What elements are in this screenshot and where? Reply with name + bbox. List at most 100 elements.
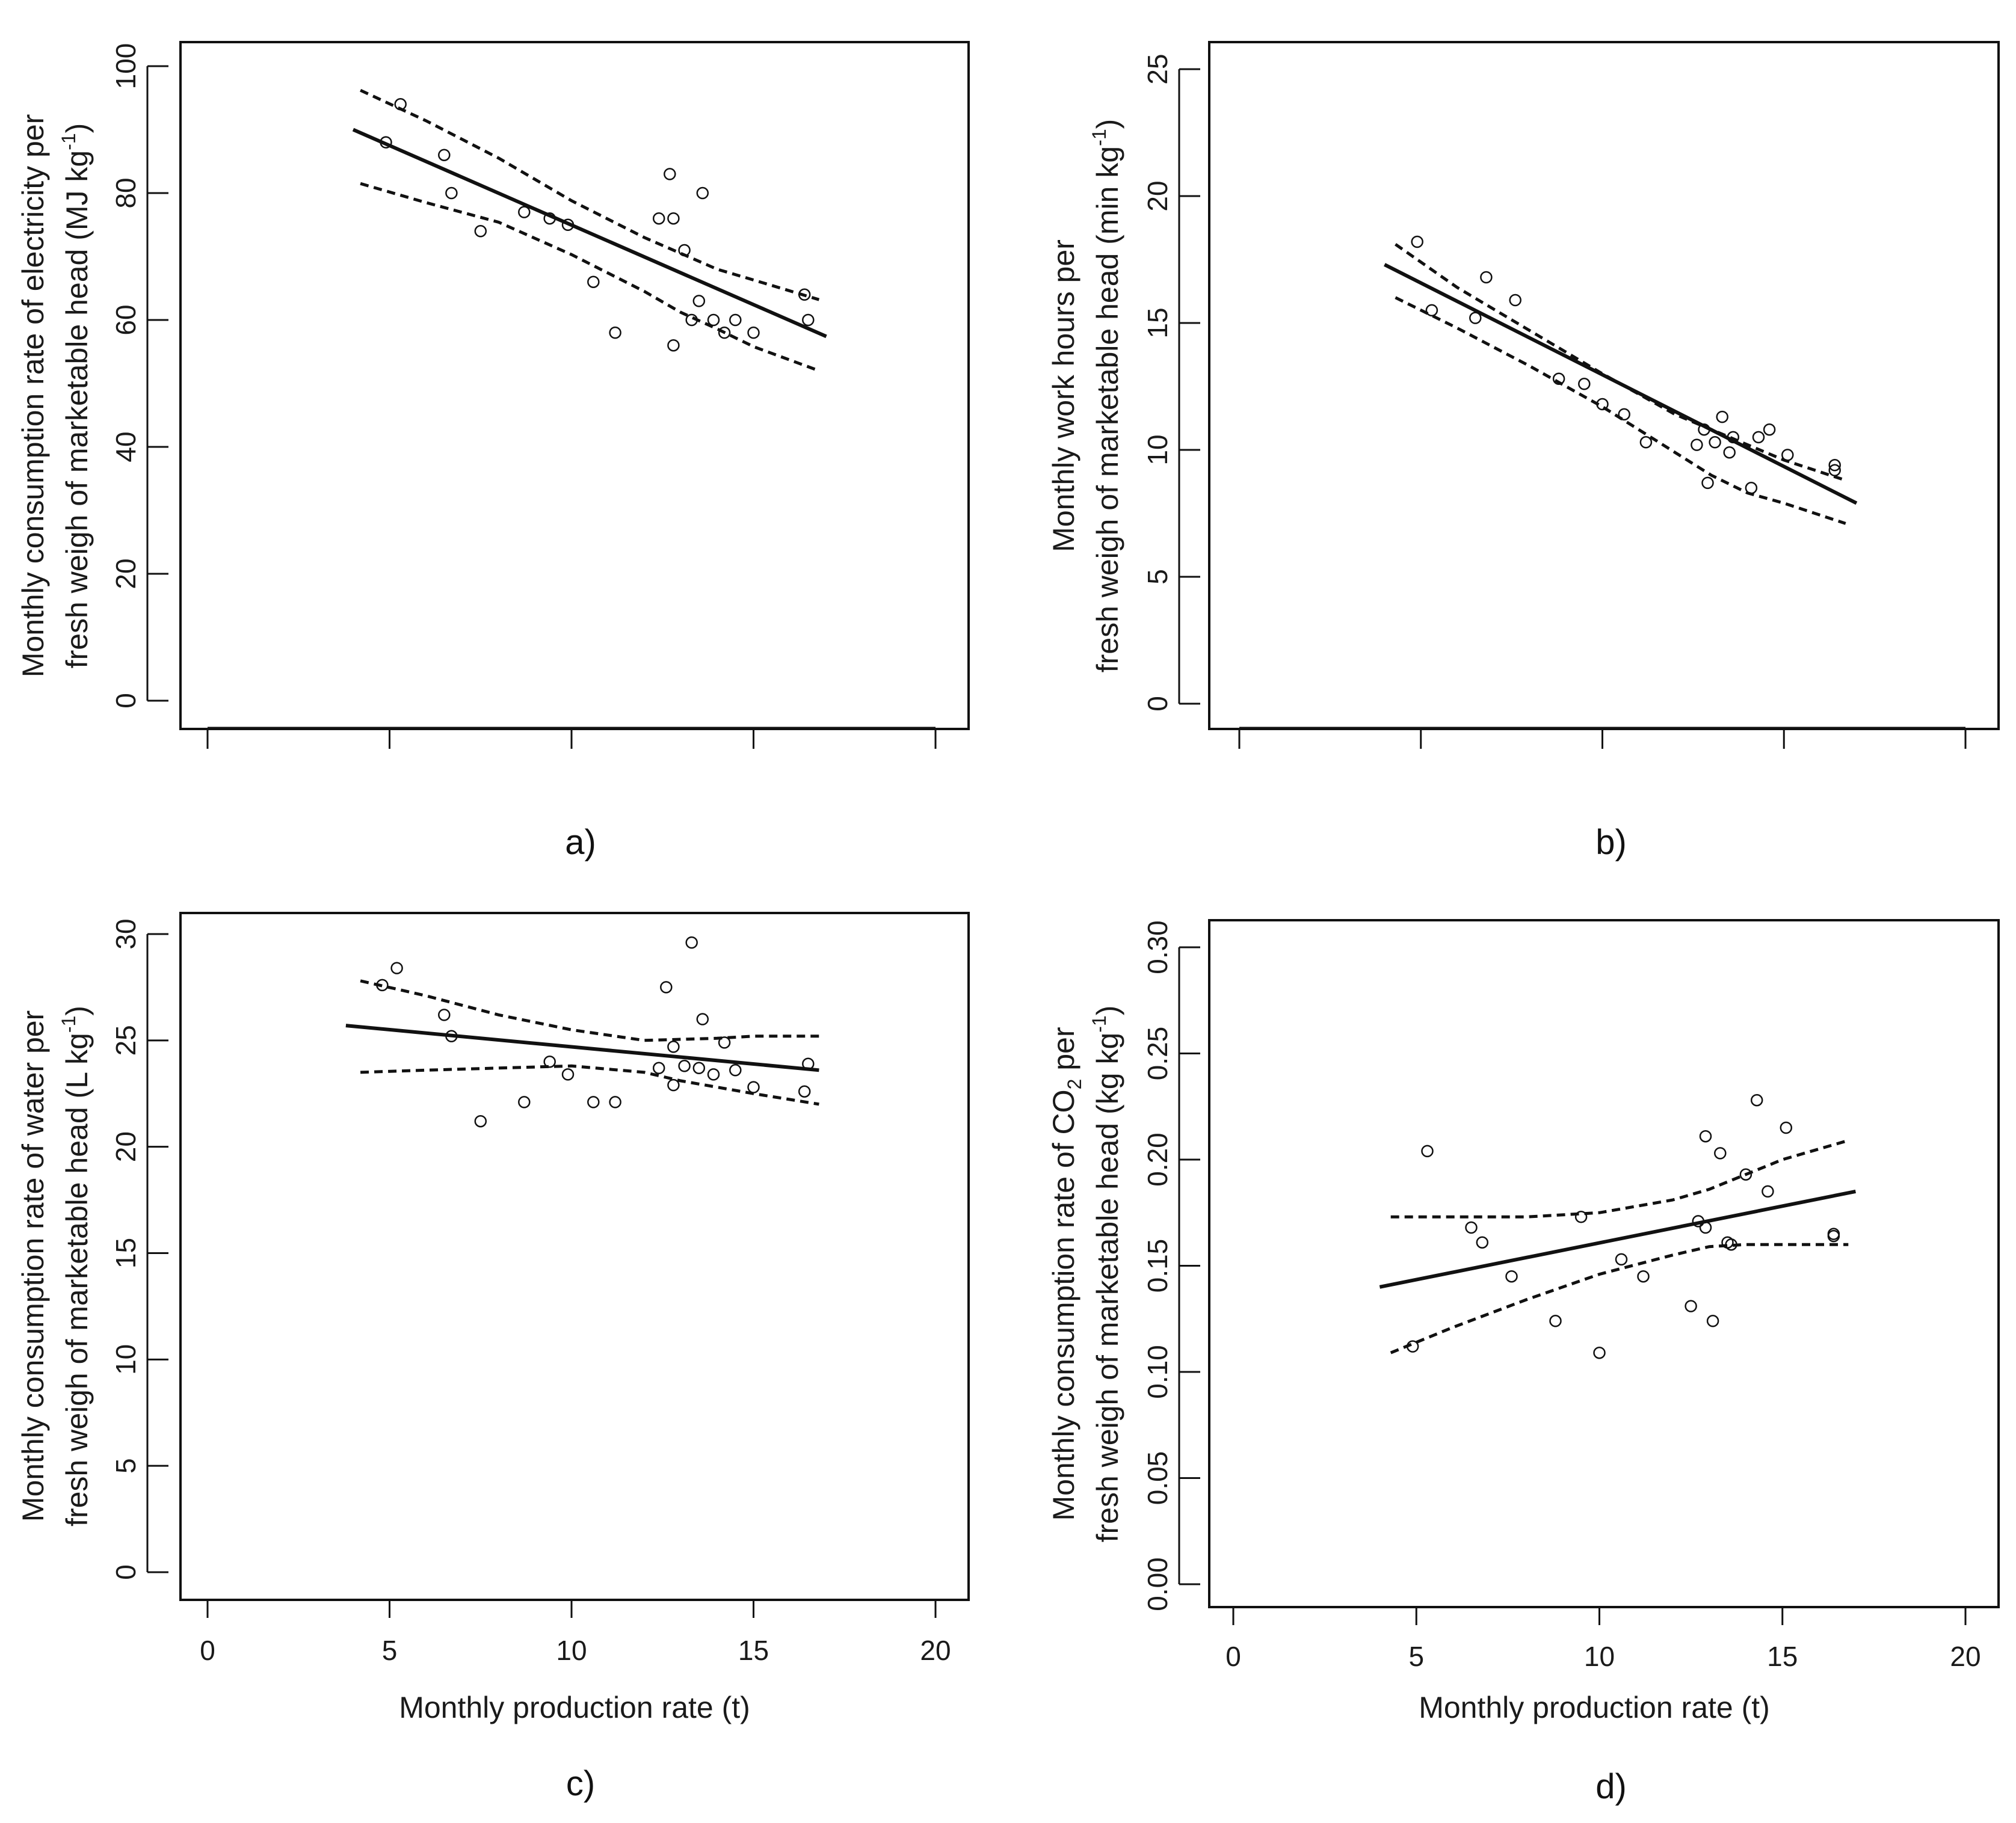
panel-d-upper-confidence-band [1390, 1139, 1849, 1219]
panel-b-data-point [1752, 431, 1765, 444]
panel-c-data-point [692, 1062, 706, 1075]
panel-a-data-point [685, 313, 698, 327]
panel-d-frame [1208, 919, 2000, 1608]
panel-c-plot: 0 5 10 15 20 0 5 10 15 20 25 30 [110, 918, 951, 1666]
panel-a-y-tick-label: 0 [110, 693, 141, 709]
panel-c-data-point [718, 1036, 731, 1049]
panel-c-data-point [561, 1068, 575, 1081]
panel-b-ylabel-close: ) [1091, 119, 1124, 129]
panel-d-x-tick-label: 15 [1767, 1641, 1798, 1672]
panel-c-y-tick-label: 30 [110, 918, 141, 949]
panel-d-ylabel-line1: Monthly consumption rate of CO2 per [1047, 1027, 1085, 1521]
panel-b-data-point [1709, 436, 1721, 449]
panel-d-x-tick-label: 10 [1584, 1641, 1615, 1672]
panel-d-data-point [1706, 1315, 1719, 1327]
panel-d-data-point [1476, 1236, 1489, 1249]
panel-c-upper-confidence-band [360, 979, 819, 1042]
panel-b-data-point [1509, 294, 1521, 307]
panel-b-regression-line [1384, 263, 1858, 505]
panel-a-y-tick-label: 60 [110, 304, 141, 335]
panel-a-data-point [609, 326, 621, 339]
panel-b-data-point [1828, 464, 1841, 477]
panel-b-y-tick-label: 10 [1142, 434, 1173, 465]
panel-d-data-point [1615, 1253, 1628, 1266]
panel-d-ylabel-sub: 2 [1064, 1079, 1085, 1090]
panel-a-ylabel-line2: fresh weigh of marketable head (MJ kg-1) [58, 123, 94, 669]
panel-d: 0 5 10 15 20 0.00 0.05 0.10 0.15 0.20 0.25 0.30 Mon… [1047, 919, 2000, 1806]
panel-a: 0 20 40 60 80 100 Monthly consumption rate of… [16, 41, 970, 862]
panel-d-data-point [1714, 1147, 1727, 1160]
panel-c-ylabel-line1: Monthly consumption rate of water per [16, 1010, 50, 1522]
panel-d-y-tick-label: 0.10 [1142, 1345, 1173, 1399]
panel-b-ylabel-sup: -1 [1088, 129, 1110, 146]
panel-c-data-point [667, 1041, 680, 1053]
panel-a-data-point [652, 212, 665, 225]
panel-b-lower-confidence-band [1395, 296, 1846, 525]
panel-d-xlabel: Monthly production rate (t) [1419, 1691, 1770, 1724]
panel-d-data-point [1685, 1300, 1697, 1312]
panel-b-data-point [1763, 423, 1776, 436]
panel-c-data-point [445, 1030, 458, 1043]
panel-c-data-point [802, 1057, 815, 1070]
panel-d-data-point [1699, 1130, 1712, 1143]
panel-d-data-point [1699, 1221, 1712, 1234]
panel-b-data-point [1781, 449, 1794, 461]
panel-b-data-point [1698, 423, 1710, 436]
panel-c-x-tick-label: 10 [556, 1635, 587, 1666]
panel-d-data-point [1593, 1346, 1606, 1359]
panel-b-upper-confidence-band [1395, 243, 1846, 482]
panel-a-data-point [380, 136, 392, 149]
panel-d-ylabel-sup: -1 [1088, 1015, 1110, 1032]
panel-a-y-tick-label: 40 [110, 431, 141, 462]
panel-c-data-point [660, 981, 673, 994]
panel-a-data-point [802, 313, 815, 327]
panel-b: 0 5 10 15 20 25 Monthly work hours per fresh … [1047, 41, 2000, 862]
panel-c-regression-line [345, 1024, 819, 1072]
panel-a-data-point [664, 168, 676, 180]
panel-c-y-tick-label: 25 [110, 1025, 141, 1056]
panel-d-data-point [1465, 1221, 1478, 1234]
panel-d-x-tick-label: 5 [1408, 1641, 1424, 1672]
panel-c-data-point [685, 936, 698, 949]
panel-c-data-point [438, 1009, 451, 1021]
panel-c-ylabel-close: ) [60, 1006, 94, 1016]
panel-d-x-tick-label: 20 [1950, 1641, 1981, 1672]
panel-b-y-tick-label: 25 [1142, 54, 1173, 84]
panel-d-data-point [1421, 1145, 1434, 1158]
panel-d-data-point [1725, 1238, 1737, 1251]
panel-a-data-point [747, 326, 760, 339]
panel-c-ylabel-sup: -1 [58, 1016, 79, 1033]
panel-a-ylabel-close: ) [60, 123, 94, 134]
panel-b-data-point [1701, 476, 1714, 490]
panel-b-ylabel-text: fresh weigh of marketable head (min kg [1091, 146, 1124, 672]
panel-d-data-point [1692, 1215, 1705, 1228]
panel-c-data-point [376, 979, 389, 992]
panel-b-data-point [1552, 372, 1565, 386]
panel-a-data-point [696, 186, 709, 200]
panel-b-y-tick-label: 0 [1142, 696, 1173, 712]
panel-a-data-point [543, 212, 556, 225]
panel-d-data-point [1637, 1270, 1650, 1283]
panel-a-y-tick-label: 100 [110, 43, 141, 90]
panel-a-data-point [718, 326, 731, 339]
panel-c-label: c) [566, 1764, 595, 1803]
panel-c-y-tick-label: 10 [110, 1344, 141, 1375]
panel-c-data-point [729, 1064, 742, 1077]
panel-d-lower-confidence-band [1390, 1243, 1849, 1354]
panel-d-data-point [1406, 1340, 1419, 1353]
panel-c-x-tick-label: 5 [382, 1635, 398, 1666]
panel-a-y-tick-label: 20 [110, 558, 141, 589]
panel-c-ylabel-text: fresh weigh of marketable head (L kg [60, 1033, 94, 1526]
panel-d-data-point [1549, 1315, 1562, 1327]
panel-d-y-tick-label: 0.25 [1142, 1027, 1173, 1081]
panel-c-data-point [543, 1055, 556, 1068]
panel-a-ylabel-line1: Monthly consumption rate of electricity … [16, 114, 50, 678]
panel-b-data-point [1411, 235, 1423, 248]
panel-b-data-point [1469, 312, 1482, 324]
panel-c-frame [179, 912, 970, 1601]
panel-b-data-point [1745, 482, 1758, 494]
panel-c-data-point [652, 1062, 665, 1075]
panel-d-ylabel-text: Monthly consumption rate of CO [1047, 1089, 1080, 1520]
panel-a-ylabel-sup: -1 [58, 133, 79, 150]
